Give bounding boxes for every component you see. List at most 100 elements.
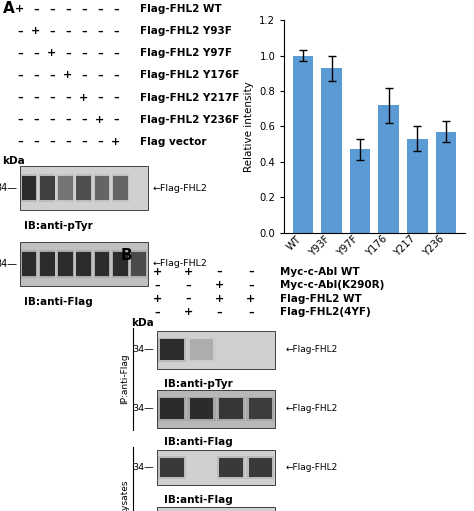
Text: –: –	[81, 71, 87, 80]
Text: +: +	[31, 27, 40, 36]
Bar	[130, 250, 147, 278]
Bar	[217, 397, 245, 421]
Bar	[248, 458, 272, 477]
Text: –: –	[113, 92, 118, 103]
Text: Myc-c-Abl WT: Myc-c-Abl WT	[280, 267, 360, 277]
Text: –: –	[17, 114, 23, 125]
Bar	[160, 398, 184, 419]
Text: –: –	[186, 294, 191, 304]
Bar	[246, 456, 274, 479]
Bar	[157, 331, 275, 369]
Text: –: –	[113, 27, 118, 36]
Bar	[158, 397, 186, 421]
Text: –: –	[49, 71, 55, 80]
Bar	[378, 105, 399, 233]
Text: 34—: 34—	[132, 463, 154, 472]
Bar	[190, 339, 213, 360]
Bar	[40, 176, 55, 200]
Bar	[40, 252, 55, 276]
Text: ←Flag-FHL2: ←Flag-FHL2	[285, 345, 337, 354]
Text: –: –	[113, 71, 118, 80]
Text: +: +	[246, 294, 255, 304]
Text: –: –	[113, 4, 118, 14]
Text: Flag-FHL2 WT: Flag-FHL2 WT	[140, 4, 222, 14]
Text: –: –	[33, 71, 38, 80]
Text: 34—: 34—	[0, 183, 17, 193]
Text: –: –	[33, 49, 38, 58]
Text: +: +	[63, 71, 73, 80]
Text: +: +	[215, 294, 224, 304]
Text: IB:anti-Flag: IB:anti-Flag	[164, 495, 233, 505]
Bar	[21, 176, 36, 200]
Text: IB:anti-pTyr: IB:anti-pTyr	[24, 221, 92, 231]
Bar	[187, 338, 216, 362]
Bar	[75, 174, 92, 202]
Text: –: –	[81, 49, 87, 58]
Text: –: –	[97, 71, 103, 80]
Text: –: –	[217, 307, 222, 317]
Bar	[157, 450, 275, 485]
Bar	[94, 250, 110, 278]
Text: IB:anti-pTyr: IB:anti-pTyr	[164, 379, 233, 388]
Text: kDa: kDa	[2, 156, 25, 166]
Text: –: –	[155, 307, 160, 317]
Text: IP:anti-Flag: IP:anti-Flag	[120, 354, 129, 405]
Text: 34—: 34—	[132, 404, 154, 413]
Bar	[246, 397, 274, 421]
Text: A: A	[2, 2, 14, 16]
Bar	[350, 149, 371, 233]
Text: ←Flag-FHL2: ←Flag-FHL2	[153, 184, 208, 193]
Text: Flag-FHL2 WT: Flag-FHL2 WT	[280, 294, 362, 304]
Text: –: –	[17, 27, 23, 36]
Bar	[95, 252, 109, 276]
Text: –: –	[33, 136, 38, 147]
Text: +: +	[184, 307, 193, 317]
Bar	[75, 250, 92, 278]
Text: Flag-FHL2 Y217F: Flag-FHL2 Y217F	[140, 92, 240, 103]
Bar	[217, 456, 245, 479]
Text: –: –	[65, 49, 71, 58]
Bar	[39, 174, 55, 202]
Bar	[187, 397, 216, 421]
Text: kDa: kDa	[131, 318, 154, 329]
Bar	[158, 338, 186, 362]
Text: –: –	[81, 4, 87, 14]
Text: ←Flag-FHL2: ←Flag-FHL2	[285, 404, 337, 413]
Text: –: –	[113, 114, 118, 125]
Text: –: –	[97, 92, 103, 103]
Text: –: –	[81, 136, 87, 147]
Text: –: –	[65, 136, 71, 147]
Text: ←Flag-FHL2: ←Flag-FHL2	[285, 463, 337, 472]
Bar	[20, 242, 148, 286]
Text: Flag-FHL2 Y176F: Flag-FHL2 Y176F	[140, 71, 240, 80]
Text: +: +	[111, 136, 120, 147]
Bar	[21, 252, 36, 276]
Text: IB:anti-Flag: IB:anti-Flag	[164, 437, 233, 448]
Text: –: –	[248, 267, 254, 277]
Text: Flag-FHL2 Y236F: Flag-FHL2 Y236F	[140, 114, 240, 125]
Bar	[112, 250, 128, 278]
Bar	[219, 458, 243, 477]
Bar	[21, 250, 37, 278]
Text: IB:anti-Flag: IB:anti-Flag	[24, 296, 92, 307]
Text: +: +	[153, 294, 162, 304]
Text: +: +	[15, 4, 24, 14]
Text: –: –	[17, 92, 23, 103]
Text: –: –	[113, 49, 118, 58]
Text: –: –	[49, 92, 55, 103]
Text: –: –	[49, 136, 55, 147]
Bar	[160, 339, 184, 360]
Bar	[160, 458, 184, 477]
Text: –: –	[65, 92, 71, 103]
Bar	[158, 456, 186, 479]
Bar	[113, 176, 128, 200]
Bar	[190, 398, 213, 419]
Text: Lysates: Lysates	[120, 479, 129, 511]
Text: ←Flag-FHL2: ←Flag-FHL2	[153, 260, 208, 268]
Text: 34—: 34—	[0, 259, 17, 269]
Bar	[131, 252, 146, 276]
Text: –: –	[97, 27, 103, 36]
Text: –: –	[97, 4, 103, 14]
Text: –: –	[97, 136, 103, 147]
Bar	[58, 176, 73, 200]
